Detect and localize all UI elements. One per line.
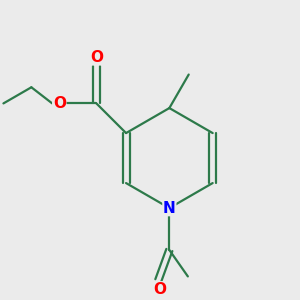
Text: O: O	[90, 50, 103, 65]
Text: O: O	[53, 96, 66, 111]
Text: O: O	[153, 282, 167, 297]
Text: N: N	[163, 201, 176, 216]
